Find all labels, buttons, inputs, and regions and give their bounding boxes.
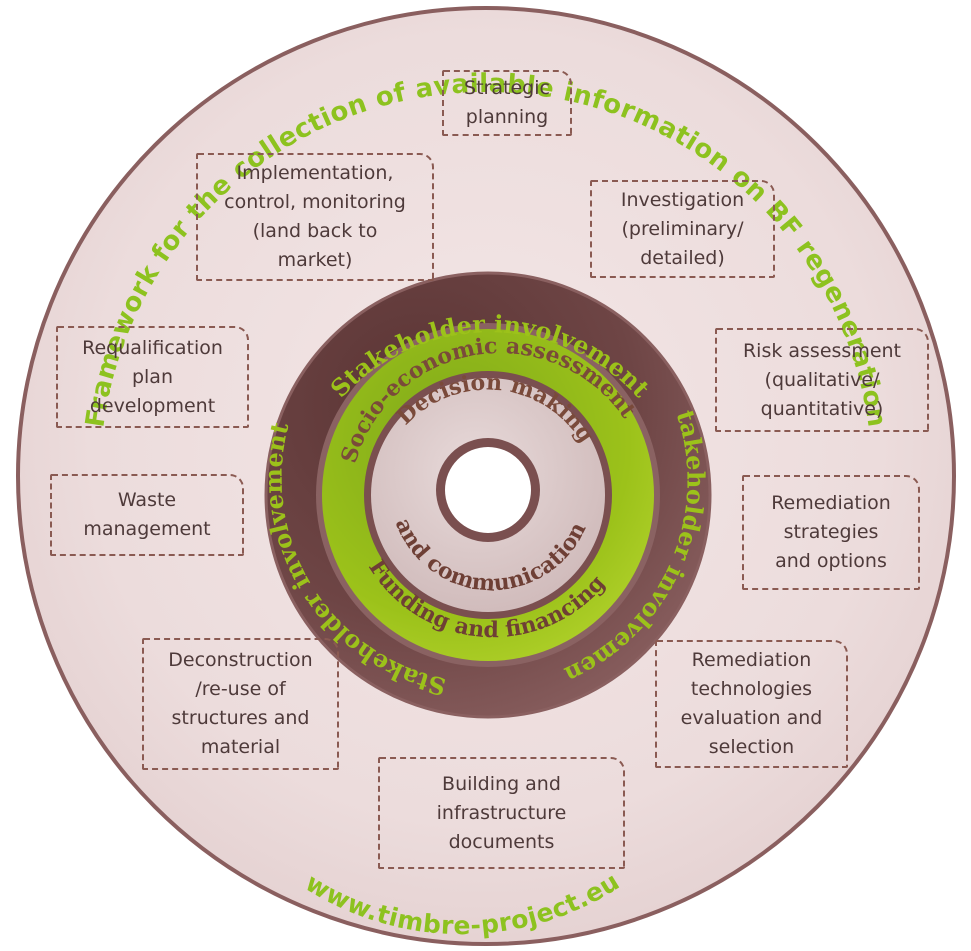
step-remediation-technologies: Remediation technologies evaluation and … bbox=[655, 640, 848, 768]
step-risk-assessment: Risk assessment (qualitative/ quantitati… bbox=[715, 328, 929, 432]
step-strategic-planning: Strategic planning bbox=[442, 70, 572, 136]
step-remediation-strategies: Remediation strategies and options bbox=[742, 475, 920, 590]
step-deconstruction: Deconstruction /re-use of structures and… bbox=[142, 638, 339, 770]
step-requalification: Requalification plan development bbox=[56, 326, 249, 428]
step-waste-management: Waste management bbox=[50, 474, 244, 556]
step-investigation: Investigation (preliminary/ detailed) bbox=[590, 180, 775, 278]
step-building-documents: Building and infrastructure documents bbox=[378, 757, 625, 869]
center-hole bbox=[445, 447, 531, 533]
step-implementation: Implementation, control, monitoring (lan… bbox=[196, 153, 434, 281]
